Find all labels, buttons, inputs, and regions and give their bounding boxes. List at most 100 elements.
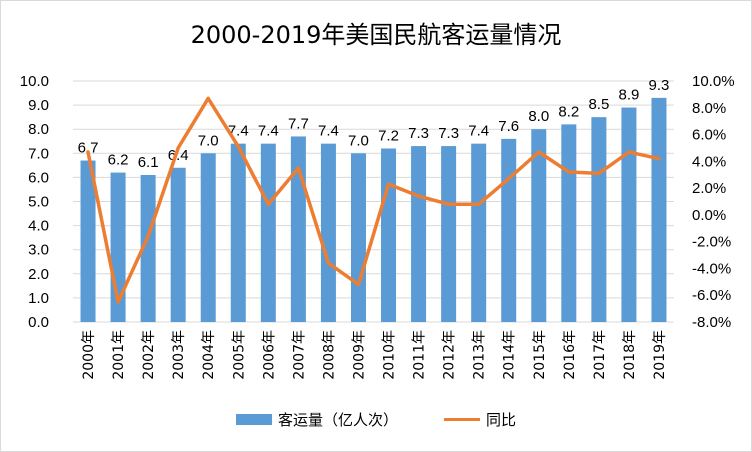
line-point [176,146,180,150]
line-point [86,150,90,154]
line-point [627,150,631,154]
line-point [206,96,210,101]
x-tick-label: 2018年 [622,330,638,380]
x-tick-label: 2019年 [652,330,668,380]
bar [140,174,156,322]
y-right-tick-label: 2.0% [692,180,726,197]
x-tick-label: 2009年 [351,330,367,380]
bar [651,97,667,323]
bar-data-label: 7.4 [468,123,489,140]
y-left-tick-label: 10.0 [20,73,49,90]
line-point [116,300,120,304]
legend-label-bar: 客运量（亿人次） [277,411,398,429]
chart-title: 2000-2019年美国民航客运量情况 [190,21,562,49]
y-right-tick-label: 8.0% [692,100,726,117]
legend-label-line: 同比 [486,411,517,429]
line-point [507,177,511,181]
line-point [356,282,361,287]
bar [501,138,517,322]
legend: 客运量（亿人次） 同比 [1,409,751,430]
bar [471,143,487,322]
x-tick-label: 2002年 [141,330,157,380]
x-tick-label: 2005年 [231,330,247,380]
bar-data-label: 7.3 [438,125,459,142]
y-right-tick-label: 10.0% [692,73,735,90]
bar [621,107,637,322]
bar [411,146,427,322]
bar-data-label: 7.0 [198,132,219,149]
y-left-tick-label: 4.0 [28,218,49,235]
line-series-yoy [86,96,661,304]
bar [260,143,276,322]
y-right-tick-label: 6.0% [692,127,726,144]
y-right-tick-label: -4.0% [692,260,731,277]
bar-data-label: 7.4 [258,123,279,140]
line-point [146,234,150,238]
y-right-tick-label: -2.0% [692,234,731,251]
y-left-tick-label: 5.0 [28,194,49,211]
legend-item-bar: 客运量（亿人次） [235,409,398,430]
x-tick-label: 2003年 [171,330,187,380]
legend-swatch-line [444,418,480,421]
x-tick-label: 2000年 [81,330,97,380]
legend-swatch-bar [235,414,272,425]
x-tick-label: 2013年 [472,330,488,380]
bar-data-label: 7.2 [378,127,399,144]
x-tick-label: 2015年 [532,330,548,380]
bar [230,143,246,322]
line-point [537,150,541,154]
x-tick-label: 2008年 [321,330,337,380]
x-tick-label: 2014年 [502,330,518,380]
bar-data-label: 7.3 [408,125,429,142]
bar [531,129,547,322]
line-point [416,194,421,198]
x-tick-label: 2012年 [442,330,458,380]
y-left-tick-label: 0.0 [28,314,49,331]
bar-data-label: 8.2 [558,103,579,120]
line-point [296,166,300,170]
y-left-tick-label: 9.0 [28,97,49,114]
y-right-tick-label: 0.0% [692,207,726,224]
bar [561,124,577,322]
y-left-tick-label: 2.0 [28,266,49,283]
bar [290,136,306,322]
bar [350,153,366,322]
y-left-tick-label: 6.0 [28,169,49,186]
x-tick-label: 2016年 [562,330,578,380]
bar-data-label: 8.9 [618,87,639,104]
bar [80,160,96,322]
bar [170,167,186,322]
bar-data-label: 6.2 [108,152,129,169]
bar-data-label: 8.0 [528,108,549,125]
x-tick-label: 2004年 [201,330,217,380]
y-right-tick-label: -6.0% [692,287,731,304]
bar [381,148,397,322]
line-point [597,171,601,175]
x-tick-label: 2001年 [111,330,127,380]
x-tick-label: 2011年 [412,330,428,380]
bar-data-label: 7.6 [498,118,519,135]
bar-data-label: 6.7 [78,140,99,157]
y-left-tick-label: 3.0 [28,242,49,259]
bar-data-label: 7.0 [348,132,369,149]
x-tick-label: 2006年 [261,330,277,380]
line-point [447,202,451,206]
bar [441,146,457,322]
bar-data-label: 9.3 [649,77,670,94]
x-tick-label: 2007年 [291,330,307,380]
bar [591,117,607,323]
line-point [326,261,331,265]
bar [320,143,336,322]
bar-data-label: 7.7 [288,115,309,132]
y-right-tick-label: -8.0% [692,314,731,331]
bar-data-label: 6.1 [138,154,159,171]
line-point [266,202,270,206]
bar-data-label: 8.5 [588,96,609,113]
x-tick-label: 2010年 [382,330,398,380]
y-left-tick-label: 1.0 [28,290,49,307]
bar [200,153,216,322]
line-point [477,202,481,206]
line-point [236,145,240,149]
